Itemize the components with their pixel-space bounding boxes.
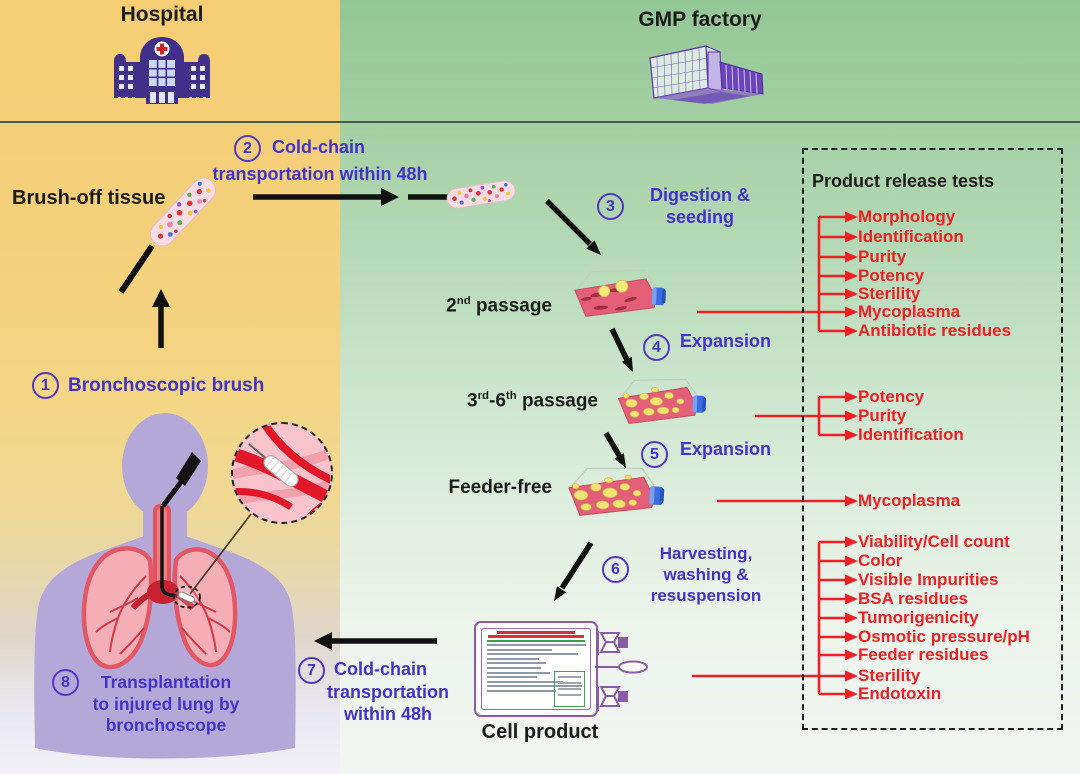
hospital-zone-title: Hospital [120, 3, 204, 26]
test-item: Mycoplasma [858, 302, 961, 321]
airway-inset-art [233, 424, 331, 522]
step-8-line1: Transplantation [100, 672, 232, 692]
test-connector-group1 [697, 211, 858, 337]
patient-figure [34, 413, 296, 759]
step-8-lines: to injured lung by bronchoscope [92, 694, 240, 735]
gmp-factory-icon [648, 45, 764, 104]
bag-label [481, 628, 591, 710]
patient-head [122, 413, 208, 519]
step-5-number: 5 [641, 441, 668, 468]
test-item: Identification [858, 227, 964, 246]
passage-2-label: 2nd passage [446, 295, 552, 317]
inset-pointer-line [189, 513, 252, 595]
zone-divider-line [0, 121, 1080, 123]
flask-2nd-passage [574, 269, 666, 317]
test-item: Morphology [858, 207, 956, 226]
cell-product-bag [474, 621, 598, 717]
step-2-line2: transportation within 48h [212, 164, 428, 184]
hospital-icon [114, 37, 210, 104]
arrow-step6 [554, 541, 594, 601]
test-item: Purity [858, 406, 907, 425]
arrow-up-step1 [152, 289, 170, 348]
arrow-step5 [603, 431, 626, 468]
test-item: Color [858, 551, 903, 570]
step-1-label: Bronchoscopic brush [68, 375, 265, 396]
test-item: Potency [858, 266, 925, 285]
test-item: Osmotic pressure/pH [858, 627, 1030, 646]
test-item: Potency [858, 387, 925, 406]
step-7-lines: transportation within 48h [326, 682, 449, 724]
inset-brush [248, 443, 299, 487]
step-2-line1: Cold-chain [272, 137, 365, 157]
test-item: BSA residues [858, 589, 968, 608]
bag-ports [595, 631, 648, 711]
step-4-label: Expansion [680, 331, 772, 351]
step-3-number: 3 [597, 193, 624, 220]
arrow-step3 [545, 199, 601, 255]
step-2-number: 2 [234, 135, 261, 162]
step-1-number: 1 [32, 372, 59, 399]
gmp-zone-title: GMP factory [638, 8, 762, 31]
flask-3rd-6th-passage [617, 378, 707, 425]
transported-tissue-sample [446, 180, 516, 209]
step-6-number: 6 [602, 556, 629, 583]
brush-off-tissue-label: Brush-off tissue [12, 187, 166, 209]
test-connector-group2 [755, 391, 858, 441]
test-item: Viability/Cell count [858, 532, 1010, 551]
product-release-tests-box [802, 148, 1063, 730]
test-item: Purity [858, 247, 907, 266]
arrow-transport-step2 [253, 188, 399, 206]
feeder-free-label: Feeder-free [448, 477, 553, 498]
step-8-number: 8 [52, 669, 79, 696]
airway-inset [231, 422, 333, 524]
step-3-label: Digestion & seeding [649, 185, 750, 227]
tests-title: Product release tests [812, 171, 995, 191]
passage-3-6-label: 3rd-6th passage [467, 390, 598, 412]
test-item: Feeder residues [858, 645, 989, 664]
bronchoscope [161, 452, 201, 508]
brush-tip-in-lung [177, 591, 195, 603]
bronchoscope-wire [160, 506, 178, 598]
step-5-label: Expansion [680, 439, 772, 459]
test-item: Tumorigenicity [858, 608, 979, 627]
test-item: Identification [858, 425, 964, 444]
cell-product-label: Cell product [481, 721, 599, 743]
test-connector-group3 [717, 495, 858, 507]
step-4-number: 4 [643, 334, 670, 361]
bag-label-green-box [554, 671, 585, 707]
brush-off-tissue-sample [150, 177, 216, 247]
test-item: Sterility [858, 284, 921, 303]
flask-feeder-free [568, 467, 665, 516]
test-item: Mycoplasma [858, 491, 961, 510]
test-item: Visible Impurities [858, 570, 999, 589]
test-connector-group4 [692, 536, 858, 700]
step-6-label: Harvesting, washing & resuspension [650, 544, 762, 605]
step-7-number: 7 [298, 657, 325, 684]
test-item: Antibiotic residues [858, 321, 1012, 340]
step-7-line1: Cold-chain [334, 659, 427, 679]
arrow-step4 [609, 327, 633, 372]
arrow-step7 [314, 632, 437, 650]
brush-handle [118, 244, 155, 294]
test-item: Endotoxin [858, 684, 942, 703]
test-item: Sterility [858, 666, 921, 685]
